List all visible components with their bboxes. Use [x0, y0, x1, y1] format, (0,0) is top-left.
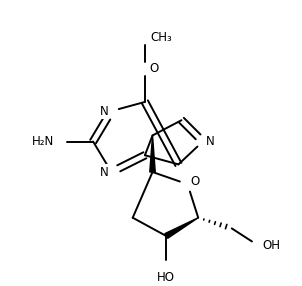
Text: HO: HO — [157, 271, 175, 284]
Text: H₂N: H₂N — [32, 135, 54, 148]
Text: N: N — [99, 166, 108, 178]
Polygon shape — [150, 136, 155, 172]
Text: O: O — [149, 62, 159, 75]
Polygon shape — [165, 218, 198, 238]
Text: N: N — [206, 135, 215, 148]
Text: OH: OH — [262, 239, 280, 252]
Text: CH₃: CH₃ — [151, 31, 172, 44]
Text: O: O — [191, 175, 200, 188]
Text: N: N — [99, 105, 108, 118]
